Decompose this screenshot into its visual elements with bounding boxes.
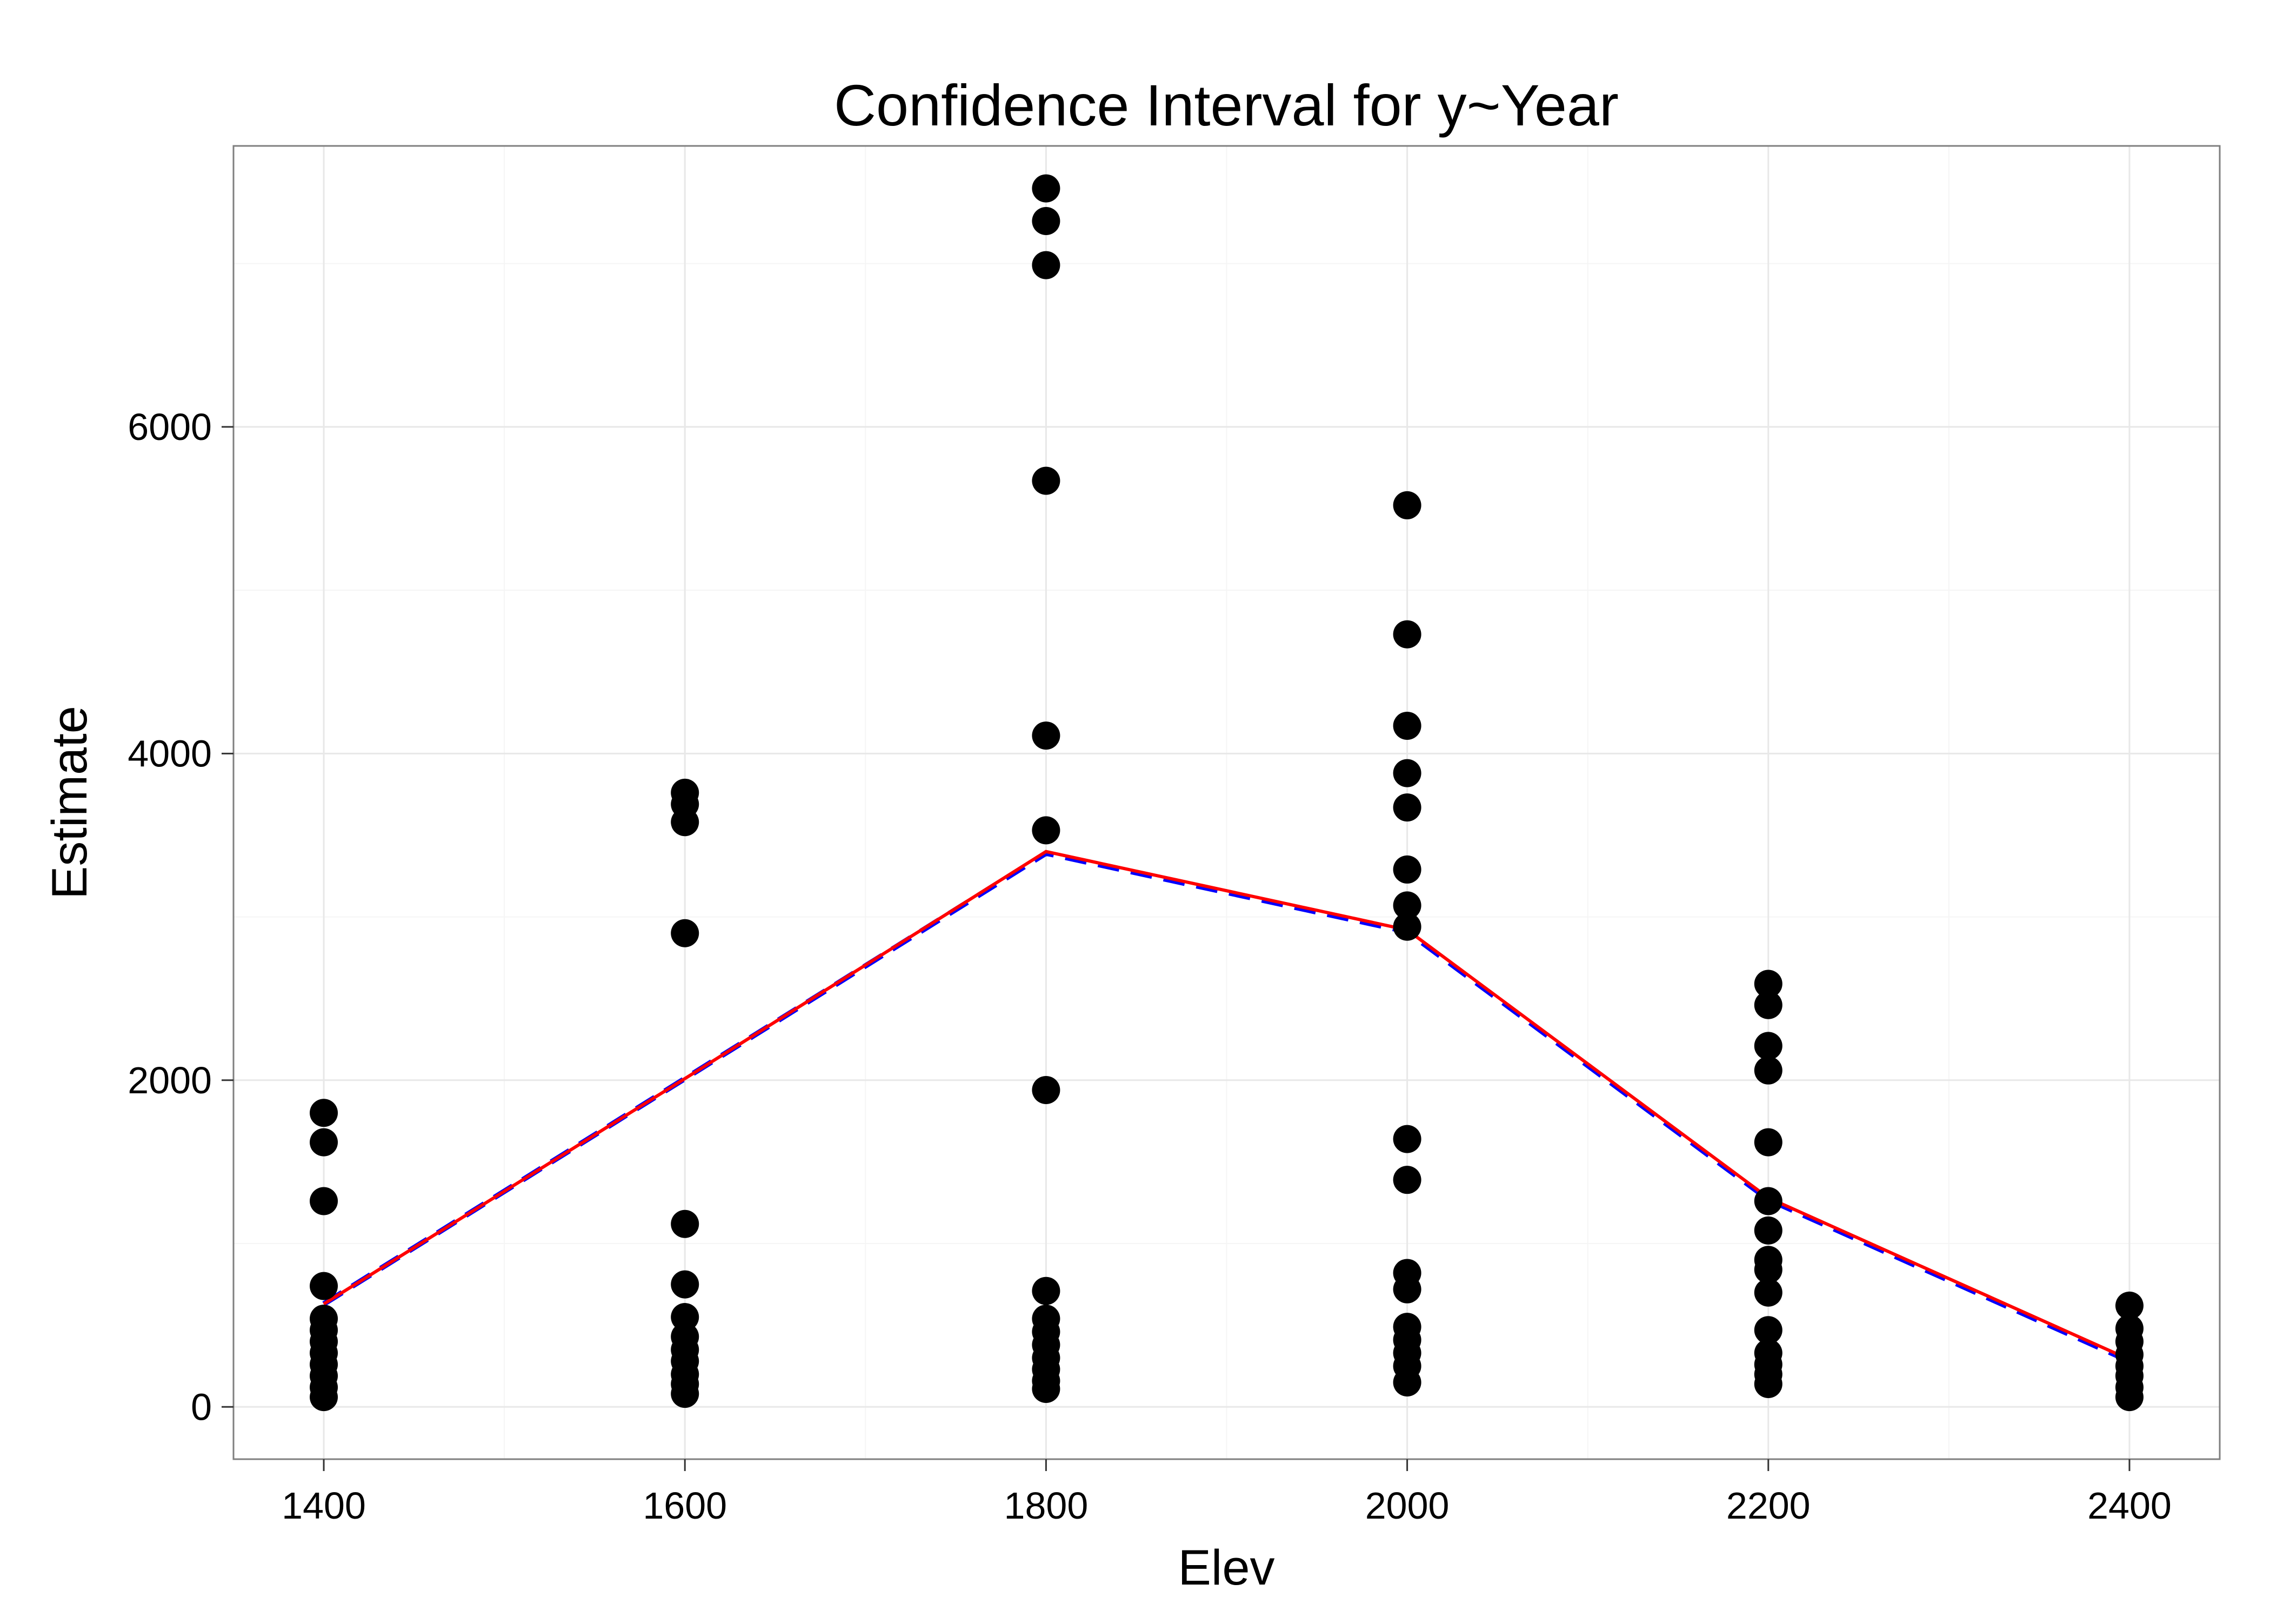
x-tick-label: 2000 (1365, 1485, 1450, 1527)
data-point (1393, 1166, 1421, 1194)
data-point (310, 1383, 338, 1412)
data-point (1032, 721, 1060, 750)
data-point (1032, 1375, 1060, 1404)
data-point (671, 1380, 699, 1408)
axes: 1400 1600 1800 2000 2200 2400 0 2000 4000 6000 (128, 406, 2172, 1527)
x-tick-label: 1600 (643, 1485, 727, 1527)
data-point (310, 1272, 338, 1300)
data-point (2115, 1383, 2144, 1412)
y-tick-label: 2000 (128, 1059, 212, 1101)
data-point (1393, 912, 1421, 941)
data-point (1032, 816, 1060, 845)
data-point (1393, 1275, 1421, 1304)
data-point (1393, 891, 1421, 920)
data-point (1393, 1125, 1421, 1153)
y-axis-title: Estimate (42, 706, 97, 899)
data-point (671, 1303, 699, 1332)
x-tick-label: 2400 (2087, 1485, 2172, 1527)
data-point (1393, 759, 1421, 787)
data-point (2115, 1291, 2144, 1320)
data-point (1393, 1368, 1421, 1396)
y-tick-label: 6000 (128, 406, 212, 448)
data-point (1754, 1316, 1782, 1345)
data-point (1754, 1128, 1782, 1157)
data-point (1032, 1277, 1060, 1305)
data-point (1032, 207, 1060, 236)
series-line-1 (323, 850, 2131, 1361)
x-tick-label: 2200 (1726, 1485, 1811, 1527)
data-point (1754, 1278, 1782, 1307)
data-point (1393, 855, 1421, 884)
data-point (1393, 793, 1421, 822)
data-point (1032, 466, 1060, 495)
data-point (1754, 991, 1782, 1019)
data-point (1754, 1056, 1782, 1085)
x-tick-label: 1800 (1004, 1485, 1089, 1527)
data-point (1754, 1032, 1782, 1060)
y-tick-label: 4000 (128, 732, 212, 774)
data-point (1032, 174, 1060, 203)
x-tick-label: 1400 (282, 1485, 366, 1527)
data-point (671, 919, 699, 947)
data-point (1393, 491, 1421, 519)
data-point (310, 1128, 338, 1157)
data-point (310, 1187, 338, 1215)
plot-border (232, 145, 2221, 1460)
data-point (1032, 251, 1060, 279)
x-axis-title: Elev (1178, 1540, 1275, 1595)
data-point (671, 1209, 699, 1238)
chart-title: Confidence Interval for y~Year (834, 72, 1619, 138)
data-point (1393, 711, 1421, 740)
data-point (671, 1270, 699, 1299)
y-tick-label: 0 (191, 1386, 212, 1428)
data-point (1754, 1216, 1782, 1245)
data-point (1754, 1187, 1782, 1215)
data-point (1393, 620, 1421, 649)
series-lines (322, 850, 2131, 1364)
data-points (310, 174, 2144, 1412)
data-point (1754, 1255, 1782, 1284)
data-point (1754, 1369, 1782, 1398)
data-point (1754, 970, 1782, 998)
data-point (671, 808, 699, 837)
data-point (1032, 1075, 1060, 1104)
data-point (310, 1099, 338, 1127)
